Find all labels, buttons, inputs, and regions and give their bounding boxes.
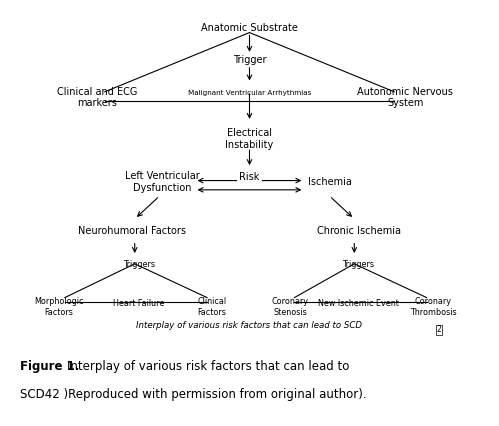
Text: Triggers: Triggers (123, 260, 155, 269)
Text: SCD42 )Reproduced with permission from original author).: SCD42 )Reproduced with permission from o… (20, 388, 367, 401)
Text: Left Ventricular
Dysfunction: Left Ventricular Dysfunction (125, 171, 200, 193)
Text: Coronary
Thrombosis: Coronary Thrombosis (410, 297, 457, 317)
Text: Interplay of various risk factors that can lead to SCD: Interplay of various risk factors that c… (137, 321, 362, 330)
Text: Clinical and ECG
markers: Clinical and ECG markers (57, 86, 138, 108)
Text: Heart Failure: Heart Failure (113, 299, 164, 308)
Text: Triggers: Triggers (342, 260, 374, 269)
Text: Malignant Ventricular Arrhythmias: Malignant Ventricular Arrhythmias (188, 90, 311, 96)
Text: New Ischemic Event: New Ischemic Event (318, 299, 399, 308)
Text: Figure 1.: Figure 1. (20, 360, 79, 373)
Text: Clinical
Factors: Clinical Factors (198, 297, 227, 317)
Text: Morphologic
Factors: Morphologic Factors (34, 297, 84, 317)
Text: Risk: Risk (240, 172, 259, 182)
Text: Anatomic Substrate: Anatomic Substrate (201, 23, 298, 33)
Text: Interplay of various risk factors that can lead to: Interplay of various risk factors that c… (67, 360, 350, 373)
Text: Coronary
Stenosis: Coronary Stenosis (272, 297, 309, 317)
Text: Neurohumoral Factors: Neurohumoral Factors (78, 225, 186, 236)
Text: Trigger: Trigger (233, 55, 266, 65)
Text: Chronic Ischemia: Chronic Ischemia (317, 225, 401, 236)
Text: Electrical
Instability: Electrical Instability (226, 128, 273, 150)
Text: Autonomic Nervous
System: Autonomic Nervous System (357, 86, 453, 108)
Text: Ischemia: Ischemia (308, 177, 352, 187)
Text: 2: 2 (437, 325, 442, 334)
